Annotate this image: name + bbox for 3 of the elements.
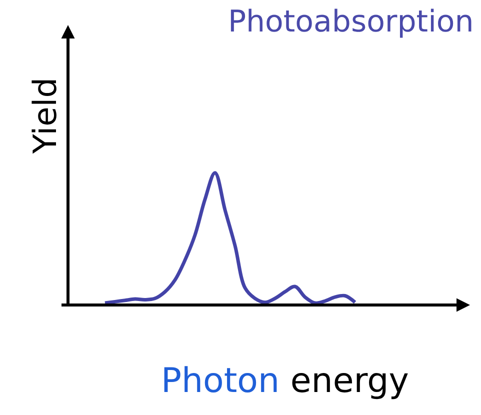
y-axis-title: Yield [26, 77, 64, 155]
x-axis-title: Photon energy [161, 361, 409, 401]
chart-title: Photoabsorption [228, 4, 474, 40]
